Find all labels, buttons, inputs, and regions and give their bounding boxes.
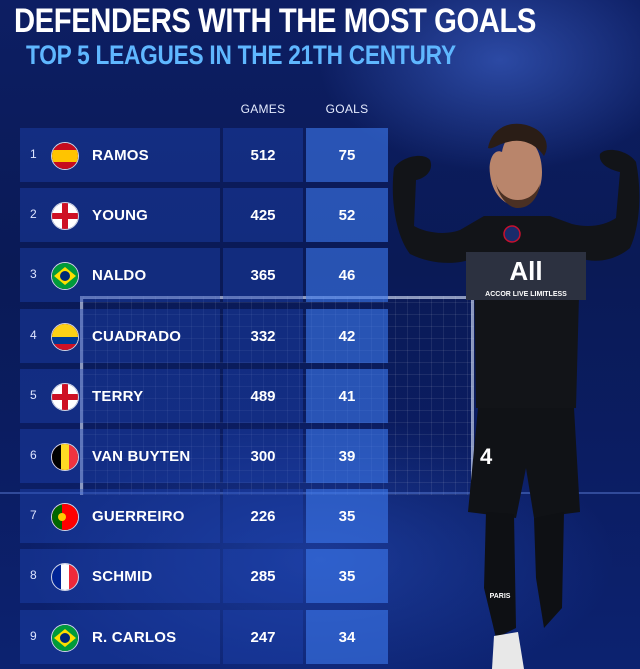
goals-cell [306, 188, 388, 243]
player-name: CUADRADO [92, 327, 182, 345]
rank-number: 6 [30, 448, 37, 462]
games-cell [223, 128, 303, 182]
goals-column-header: GOALS [325, 102, 369, 116]
goals-cell [306, 429, 388, 483]
rank-number: 2 [30, 207, 37, 222]
games-value: 489 [250, 387, 276, 405]
games-cell [223, 308, 303, 363]
games-value: 512 [250, 147, 276, 164]
player-name: VAN BUYTEN [92, 448, 191, 465]
table-row: 7 GUERREIRO 226 35 [20, 489, 390, 544]
rank-number: 8 [30, 568, 37, 583]
france-flag-icon [51, 563, 79, 592]
rank-number: 7 [30, 508, 37, 523]
goals-value: 41 [338, 387, 356, 405]
player-name: RAMOS [92, 147, 149, 164]
rank-number: 3 [30, 267, 37, 282]
player-figure: All ACCOR LIVE LIMITLESS 4 PARIS [392, 123, 640, 669]
games-value: 332 [250, 327, 276, 345]
goals-value: 42 [338, 327, 356, 345]
goals-cell [306, 549, 388, 604]
games-cell [223, 368, 303, 423]
goals-value: 75 [338, 147, 356, 164]
games-cell [223, 609, 303, 664]
player-name: YOUNG [92, 207, 149, 225]
player-photo: All ACCOR LIVE LIMITLESS 4 PARIS [392, 123, 640, 669]
england-flag-icon [51, 202, 79, 231]
games-value: 425 [250, 207, 276, 225]
rank-number: 9 [30, 628, 37, 643]
shirt-sponsor-logo: All [509, 256, 542, 286]
page-subtitle: TOP 5 LEAGUES IN THE 21TH CENTURY [26, 40, 456, 70]
table-row: 3 NALDO 365 46 [20, 248, 390, 303]
goals-value: 39 [338, 448, 356, 465]
player-name: GUERREIRO [92, 508, 185, 526]
games-value: 247 [250, 628, 276, 646]
brazil-flag-icon [51, 262, 79, 291]
table-row: 2 YOUNG 425 52 [20, 188, 390, 243]
page-title: DEFENDERS WITH THE MOST GOALS [14, 2, 536, 40]
table-row: 4 CUADRADO 332 42 [20, 308, 390, 363]
belgium-flag-icon [51, 443, 79, 471]
brazil-flag-icon [51, 623, 79, 652]
goals-value: 35 [338, 508, 356, 526]
games-cell [223, 429, 303, 483]
spain-flag-icon [51, 142, 79, 170]
table-row: 5 TERRY 489 41 [20, 368, 390, 423]
games-value: 365 [250, 267, 276, 285]
goals-cell [306, 609, 388, 664]
games-value: 300 [250, 448, 276, 465]
shorts-number: 4 [480, 444, 493, 469]
sock-text: PARIS [490, 593, 511, 600]
rank-number: 5 [30, 387, 37, 402]
player-name: NALDO [92, 267, 147, 285]
goals-value: 35 [338, 568, 356, 586]
player-name: SCHMID [92, 568, 153, 586]
rank-number: 4 [30, 327, 37, 342]
colombia-flag-icon [51, 322, 79, 351]
england-flag-icon [51, 382, 79, 411]
goals-value: 46 [338, 267, 356, 285]
games-column-header: GAMES [240, 102, 286, 116]
goals-cell [306, 368, 388, 423]
shirt-sponsor-tagline: ACCOR LIVE LIMITLESS [485, 291, 567, 298]
table-row: 1 RAMOS 512 75 [20, 128, 390, 182]
goal-net-background [80, 296, 474, 495]
games-cell [223, 489, 303, 544]
games-value: 285 [250, 568, 276, 586]
club-crest-icon [503, 225, 521, 243]
goals-value: 52 [338, 207, 356, 225]
games-cell [223, 248, 303, 303]
goals-cell [306, 128, 388, 182]
table-row: 9 R. CARLOS 247 34 [20, 609, 390, 664]
goals-cell [306, 308, 388, 363]
table-row: 6 VAN BUYTEN 300 39 [20, 429, 390, 483]
games-cell [223, 549, 303, 604]
portugal-flag-icon [51, 503, 79, 532]
table-row: 8 SCHMID 285 35 [20, 549, 390, 604]
goals-cell [306, 489, 388, 544]
games-cell [223, 188, 303, 243]
goals-value: 34 [338, 628, 356, 646]
rank-number: 1 [30, 147, 37, 161]
games-value: 226 [250, 508, 276, 526]
player-name: TERRY [92, 387, 144, 405]
player-name: R. CARLOS [92, 628, 177, 646]
goals-cell [306, 248, 388, 303]
